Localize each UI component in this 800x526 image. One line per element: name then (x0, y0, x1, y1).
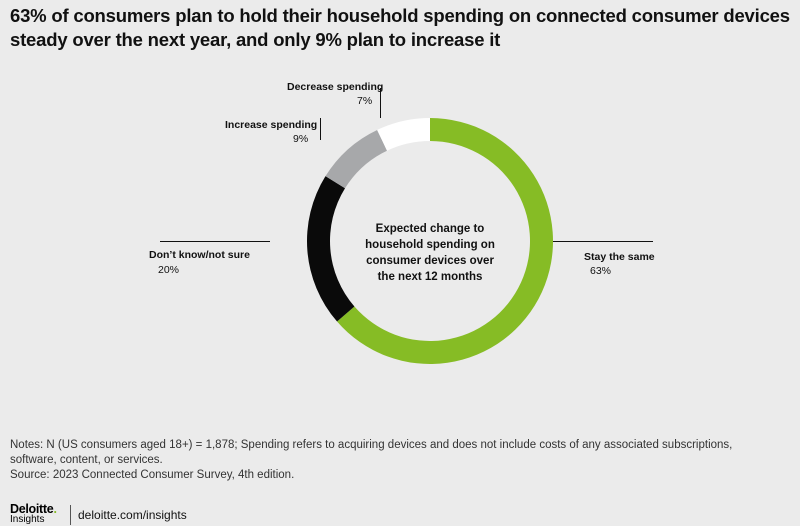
chart-notes: Notes: N (US consumers aged 18+) = 1,878… (10, 438, 790, 483)
donut-chart (307, 118, 554, 364)
center-label-line-2: household spending on (365, 239, 495, 251)
center-label-line-3: consumer devices over (366, 255, 494, 267)
footer-divider (70, 505, 71, 525)
center-label-line-4: the next 12 months (377, 271, 483, 283)
chart-title-line-1: 63% of consumers plan to hold their hous… (10, 5, 790, 26)
donut-slice-decrease-spending (377, 118, 430, 151)
slice-value-decrease-spending: 7% (357, 95, 373, 107)
leader-stay-same (553, 241, 653, 242)
logo-subtitle: Insights (10, 514, 45, 525)
slice-value-stay-same: 63% (590, 265, 612, 277)
deloitte-insights-logo: Deloitte. Insights (10, 503, 72, 525)
notes-line-2: software, content, or services. (10, 454, 163, 466)
slice-value-increase-spending: 9% (293, 133, 309, 145)
logo-wordmark: Deloitte (10, 502, 54, 516)
slice-label-stay-same: Stay the same (584, 251, 655, 263)
chart-title: 63% of consumers plan to hold their hous… (10, 4, 790, 52)
center-label-line-1: Expected change to (375, 223, 485, 235)
donut-slice-increase-spending (325, 129, 388, 189)
slice-label-increase-spending: Increase spending (225, 119, 318, 131)
chart-title-line-2: steady over the next year, and only 9% p… (10, 29, 501, 50)
logo-dot: . (53, 502, 57, 516)
slice-label-dont-know: Don’t know/not sure (149, 249, 250, 261)
leader-decrease-spending (380, 88, 381, 118)
slice-label-decrease-spending: Decrease spending (287, 81, 384, 93)
donut-slice-stay-the-same (337, 118, 554, 364)
donut-slice-don-t-know-not-sure (307, 176, 355, 322)
donut-center-label: Expected change to household spending on… (330, 221, 530, 285)
slice-value-dont-know: 20% (158, 264, 180, 276)
notes-line-1: Notes: N (US consumers aged 18+) = 1,878… (10, 439, 733, 451)
leader-increase-spending (320, 118, 321, 140)
source-line: Source: 2023 Connected Consumer Survey, … (10, 469, 295, 481)
leader-dont-know (160, 241, 270, 242)
deloitte-insights-link[interactable]: deloitte.com/insights (78, 508, 187, 522)
